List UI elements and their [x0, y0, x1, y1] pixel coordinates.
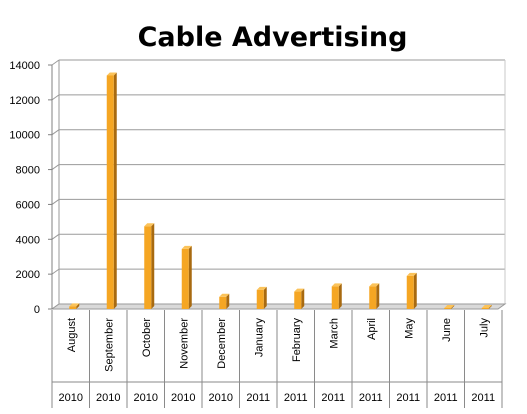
category-labels: August 2010 September 2010 October 2010 Novemb… [51, 310, 503, 408]
bar-top [481, 304, 492, 308]
floor [50, 303, 507, 310]
y-tick-label: 10000 [9, 130, 40, 142]
bar-front [444, 307, 452, 309]
year-label: 2010 [96, 392, 120, 404]
bar-side [76, 303, 80, 309]
bar-side [226, 293, 230, 309]
bar-side [413, 272, 417, 309]
bar-front [219, 296, 227, 309]
bar-top [181, 245, 192, 249]
year-label: 2010 [59, 392, 83, 404]
axes: 0 2000 4000 6000 8000 10000 12000 14000 [9, 60, 53, 316]
bar-top [369, 283, 380, 287]
bar-top [69, 303, 80, 307]
year-label: 2011 [284, 392, 308, 404]
bar-side [376, 283, 380, 309]
month-label: November [178, 318, 190, 369]
bar-front [106, 75, 114, 309]
y-tick-label: 12000 [9, 95, 40, 107]
bar-top [106, 72, 117, 76]
bar-top [219, 293, 230, 297]
bar-front [369, 286, 377, 309]
bar-front [294, 291, 302, 309]
bar-top [294, 288, 305, 292]
bar-side [188, 245, 192, 309]
month-label: July [478, 318, 490, 338]
gridline-depth [51, 129, 60, 136]
bar-top [406, 272, 417, 276]
year-label: 2011 [246, 392, 270, 404]
bar [406, 272, 417, 309]
gridline-depth [51, 199, 60, 205]
month-label: March [328, 318, 340, 349]
month-label: August [66, 318, 78, 352]
bar [181, 245, 192, 309]
bars [69, 72, 492, 309]
gridline-depth [51, 59, 60, 66]
bar-side [151, 223, 155, 309]
year-label: 2010 [134, 392, 158, 404]
bar [294, 288, 305, 309]
year-label: 2010 [209, 392, 233, 404]
bar [331, 283, 342, 309]
bar-front [69, 306, 77, 309]
bar [481, 304, 492, 309]
month-label: May [403, 318, 415, 339]
bar-front [181, 248, 189, 309]
y-tick-label: 0 [34, 304, 40, 316]
bar-front [256, 289, 264, 309]
bar [106, 72, 117, 309]
month-label: December [216, 318, 228, 369]
bar [144, 223, 155, 309]
year-label: 2010 [171, 392, 195, 404]
gridlines [50, 59, 507, 310]
bar-front [144, 226, 152, 309]
month-label: June [441, 318, 453, 342]
bar-side [488, 304, 492, 309]
bar-side [338, 283, 342, 309]
month-label: October [141, 318, 153, 357]
y-tick-label: 2000 [16, 269, 40, 281]
bar-top [144, 223, 155, 227]
gridline-depth [51, 164, 60, 170]
bar-side [301, 288, 305, 309]
year-label: 2011 [359, 392, 383, 404]
gridline-depth [51, 94, 60, 101]
year-label: 2011 [396, 392, 420, 404]
bar-top [444, 304, 455, 308]
bar [256, 286, 267, 309]
year-label: 2011 [471, 392, 495, 404]
bar-side [113, 72, 117, 309]
month-label: February [291, 318, 303, 363]
y-tick-label: 14000 [9, 60, 40, 72]
bar [219, 293, 230, 309]
bar-side [263, 286, 267, 309]
month-label: April [366, 318, 378, 340]
y-tick-label: 8000 [16, 165, 40, 177]
chart-title: Cable Advertising [137, 22, 408, 53]
bar [69, 303, 80, 309]
y-tick-label: 4000 [16, 234, 40, 246]
month-label: September [103, 318, 115, 372]
bar-front [481, 307, 489, 309]
month-label: January [253, 318, 265, 358]
bar-front [331, 286, 339, 309]
year-label: 2011 [321, 392, 345, 404]
bar-top [256, 286, 267, 290]
gridline-depth [51, 268, 60, 275]
y-tick-label: 6000 [16, 199, 40, 211]
bar-front [406, 275, 414, 309]
year-label: 2011 [434, 392, 458, 404]
bar [444, 304, 455, 309]
bar-side [451, 304, 455, 309]
bar [369, 283, 380, 309]
bar-top [331, 283, 342, 287]
gridline-depth [51, 233, 60, 240]
